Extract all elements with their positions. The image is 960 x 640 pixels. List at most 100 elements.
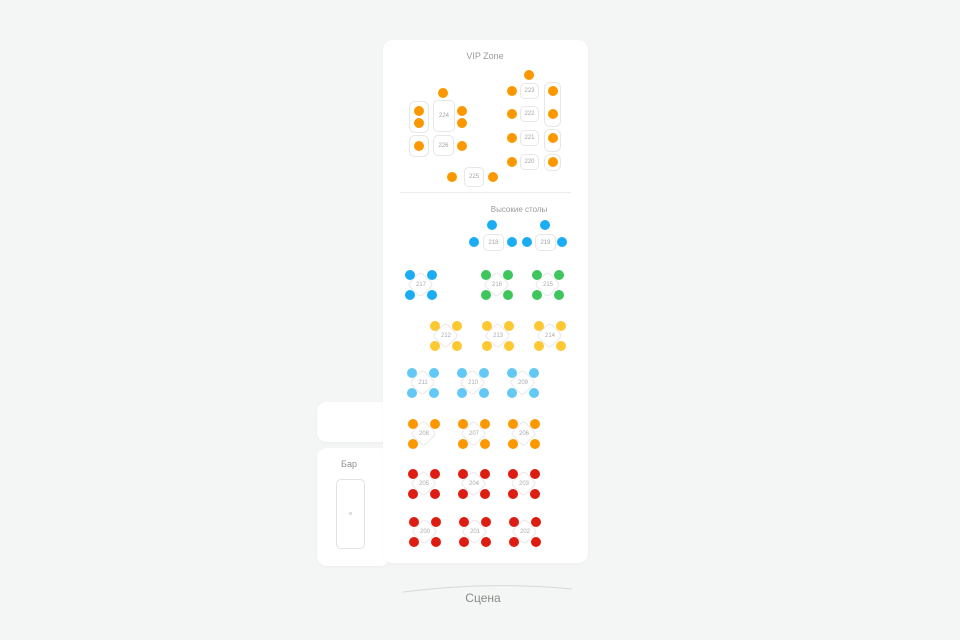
seat-dot[interactable] xyxy=(409,517,419,527)
seat-dot[interactable] xyxy=(459,517,469,527)
seat-dot[interactable] xyxy=(503,270,513,280)
seat-dot[interactable] xyxy=(531,537,541,547)
seat-dot[interactable] xyxy=(481,537,491,547)
seat-dot[interactable] xyxy=(427,290,437,300)
seat-dot[interactable] xyxy=(507,109,517,119)
seat-dot[interactable] xyxy=(457,141,467,151)
seat-dot[interactable] xyxy=(414,106,424,116)
seat-dot[interactable] xyxy=(548,157,558,167)
seat-dot[interactable] xyxy=(557,237,567,247)
high-table-218: 218 xyxy=(483,234,504,251)
seat-dot[interactable] xyxy=(429,388,439,398)
seat-dot[interactable] xyxy=(509,537,519,547)
seat-dot[interactable] xyxy=(508,469,518,479)
seat-dot[interactable] xyxy=(488,172,498,182)
seat-dot[interactable] xyxy=(458,489,468,499)
seat-dot[interactable] xyxy=(529,368,539,378)
seat-dot[interactable] xyxy=(534,321,544,331)
seat-dot[interactable] xyxy=(480,469,490,479)
seat-dot[interactable] xyxy=(405,290,415,300)
seat-dot[interactable] xyxy=(482,341,492,351)
seat-dot[interactable] xyxy=(504,341,514,351)
seat-dot[interactable] xyxy=(480,439,490,449)
seat-dot[interactable] xyxy=(480,419,490,429)
seat-dot[interactable] xyxy=(430,341,440,351)
seat-dot[interactable] xyxy=(530,469,540,479)
seat-dot[interactable] xyxy=(430,489,440,499)
seat-dot[interactable] xyxy=(556,341,566,351)
seat-dot[interactable] xyxy=(457,368,467,378)
table-label: 217 xyxy=(415,282,426,288)
seat-dot[interactable] xyxy=(554,270,564,280)
seat-dot[interactable] xyxy=(508,489,518,499)
seat-dot[interactable] xyxy=(457,106,467,116)
seat-dot[interactable] xyxy=(429,368,439,378)
seat-dot[interactable] xyxy=(407,388,417,398)
seat-dot[interactable] xyxy=(482,321,492,331)
seat-dot[interactable] xyxy=(504,321,514,331)
seat-dot[interactable] xyxy=(531,517,541,527)
seat-dot[interactable] xyxy=(430,419,440,429)
seat-dot[interactable] xyxy=(508,419,518,429)
seat-dot[interactable] xyxy=(430,469,440,479)
seat-dot[interactable] xyxy=(457,118,467,128)
seat-dot[interactable] xyxy=(507,237,517,247)
seat-dot[interactable] xyxy=(554,290,564,300)
seat-dot[interactable] xyxy=(530,439,540,449)
seat-dot[interactable] xyxy=(529,388,539,398)
seat-dot[interactable] xyxy=(409,537,419,547)
seat-dot[interactable] xyxy=(509,517,519,527)
seat-dot[interactable] xyxy=(524,70,534,80)
seat-dot[interactable] xyxy=(507,157,517,167)
seat-dot[interactable] xyxy=(458,439,468,449)
seat-dot[interactable] xyxy=(530,489,540,499)
seat-dot[interactable] xyxy=(431,517,441,527)
seat-dot[interactable] xyxy=(540,220,550,230)
seat-dot[interactable] xyxy=(534,341,544,351)
seat-dot[interactable] xyxy=(507,86,517,96)
seat-dot[interactable] xyxy=(452,321,462,331)
seat-dot[interactable] xyxy=(407,368,417,378)
seat-dot[interactable] xyxy=(548,109,558,119)
seat-dot[interactable] xyxy=(458,419,468,429)
seat-dot[interactable] xyxy=(459,537,469,547)
seat-dot[interactable] xyxy=(457,388,467,398)
vip-zone-title: VIP Zone xyxy=(466,51,504,61)
seat-dot[interactable] xyxy=(431,537,441,547)
seat-dot[interactable] xyxy=(469,237,479,247)
seat-dot[interactable] xyxy=(481,290,491,300)
seat-dot[interactable] xyxy=(458,469,468,479)
seat-dot[interactable] xyxy=(480,489,490,499)
seat-dot[interactable] xyxy=(408,469,418,479)
seat-dot[interactable] xyxy=(522,237,532,247)
seat-dot[interactable] xyxy=(507,368,517,378)
seat-dot[interactable] xyxy=(438,88,448,98)
seat-dot[interactable] xyxy=(414,118,424,128)
vip-table-222: 222 xyxy=(520,106,539,122)
seat-dot[interactable] xyxy=(548,133,558,143)
seat-dot[interactable] xyxy=(427,270,437,280)
seat-dot[interactable] xyxy=(479,388,489,398)
seat-dot[interactable] xyxy=(503,290,513,300)
table-label: 221 xyxy=(524,135,535,141)
seat-dot[interactable] xyxy=(556,321,566,331)
seat-dot[interactable] xyxy=(408,489,418,499)
seat-dot[interactable] xyxy=(405,270,415,280)
seat-dot[interactable] xyxy=(414,141,424,151)
seat-dot[interactable] xyxy=(479,368,489,378)
seat-dot[interactable] xyxy=(452,341,462,351)
seat-dot[interactable] xyxy=(487,220,497,230)
seat-dot[interactable] xyxy=(548,86,558,96)
seat-dot[interactable] xyxy=(530,419,540,429)
seat-dot[interactable] xyxy=(508,439,518,449)
seat-dot[interactable] xyxy=(408,419,418,429)
seat-dot[interactable] xyxy=(430,321,440,331)
seat-dot[interactable] xyxy=(447,172,457,182)
seat-dot[interactable] xyxy=(481,517,491,527)
seat-dot[interactable] xyxy=(408,439,418,449)
seat-dot[interactable] xyxy=(532,290,542,300)
seat-dot[interactable] xyxy=(481,270,491,280)
seat-dot[interactable] xyxy=(507,133,517,143)
seat-dot[interactable] xyxy=(532,270,542,280)
seat-dot[interactable] xyxy=(507,388,517,398)
